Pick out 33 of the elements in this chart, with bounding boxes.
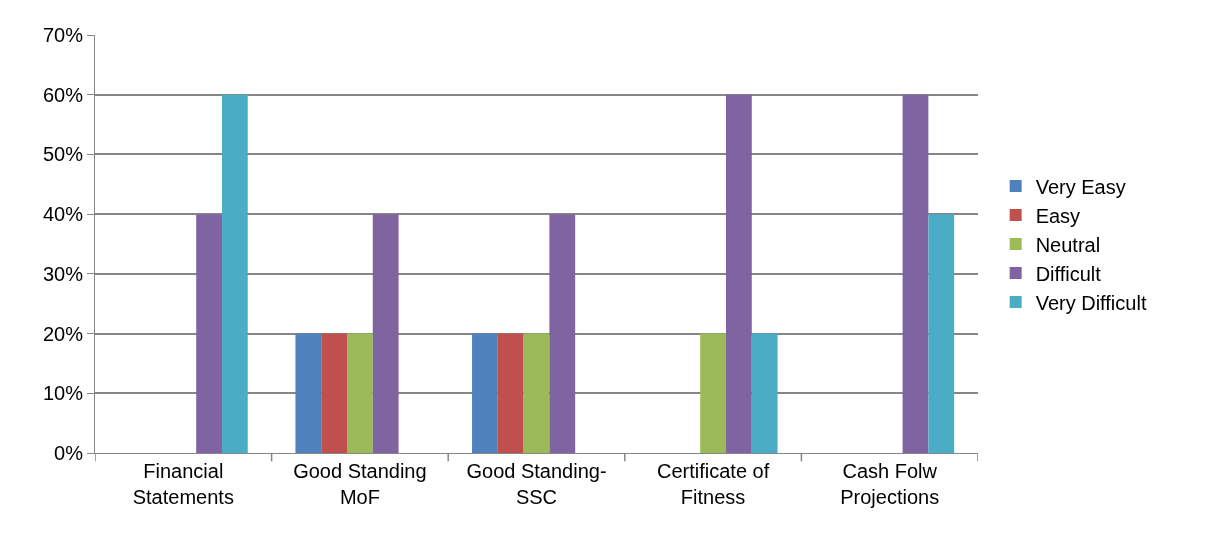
bar	[221, 94, 248, 453]
y-tick-label: 20%	[42, 322, 84, 345]
y-tick-label: 30%	[42, 262, 84, 285]
legend-label: Easy	[1035, 204, 1081, 227]
legend-label: Neutral	[1035, 233, 1101, 256]
bar	[902, 94, 929, 453]
y-tick-label: 40%	[42, 203, 84, 226]
bar	[347, 333, 373, 453]
bar	[321, 333, 348, 453]
bar	[196, 214, 222, 453]
bar	[725, 94, 752, 453]
bar	[928, 214, 955, 453]
y-tick-label: 60%	[42, 83, 84, 106]
y-tick-label: 70%	[42, 24, 84, 46]
bar	[700, 333, 726, 453]
legend-label: Very Difficult	[1035, 291, 1147, 314]
legend-label: Very Easy	[1035, 175, 1126, 198]
bar	[295, 333, 322, 453]
y-tick-label: 10%	[42, 382, 84, 405]
x-tick-label: Cash Folw Projections	[840, 460, 940, 508]
bar	[372, 214, 399, 453]
bar	[751, 333, 778, 453]
bar	[472, 333, 498, 453]
x-tick-label: Good Standing-SSC	[466, 460, 607, 508]
x-tick-label: Financial Statements	[132, 460, 234, 508]
bar	[523, 333, 550, 453]
x-tick-label: Certificate of Fitness	[656, 460, 770, 508]
bar	[497, 333, 524, 453]
y-tick-label: 0%	[54, 442, 84, 464]
x-tick-label: Good Standing MoF	[293, 460, 427, 508]
y-tick-label: 50%	[42, 143, 84, 166]
legend-label: Difficult	[1035, 262, 1102, 285]
bar	[549, 214, 576, 453]
